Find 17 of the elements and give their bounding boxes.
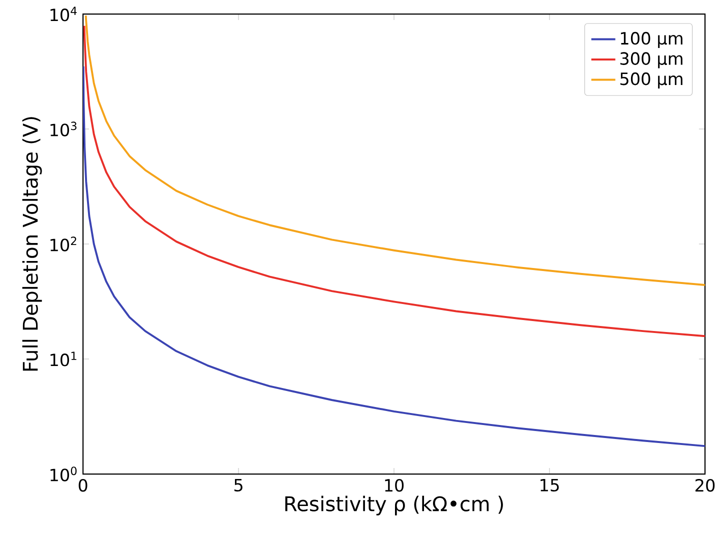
y-tick-label: 10$^{4}$ [50,6,77,22]
x-axis-title: Resistivity ρ (kΩ•cm ) [285,496,503,516]
x-tick-label: 5 [234,478,242,492]
legend-label: 300 µm [620,52,682,68]
legend-label: 500 µm [620,72,682,88]
legend-label: 100 µm [620,32,682,48]
x-tick-label: 20 [696,478,715,492]
x-tick-label: 0 [78,478,88,492]
line-series [83,24,705,338]
x-tick-label: 15 [540,478,559,492]
y-tick-label: 10$^{2}$ [50,236,76,252]
line-series [84,14,705,286]
x-tick-label: 10 [385,478,404,492]
y-axis-title: Full Depletion Voltage (V) [22,117,42,371]
y-tick-label: 10$^{3}$ [50,122,76,136]
y-tick-label: 10$^{1}$ [50,352,76,366]
y-tick-label: 10$^{0}$ [50,466,77,482]
